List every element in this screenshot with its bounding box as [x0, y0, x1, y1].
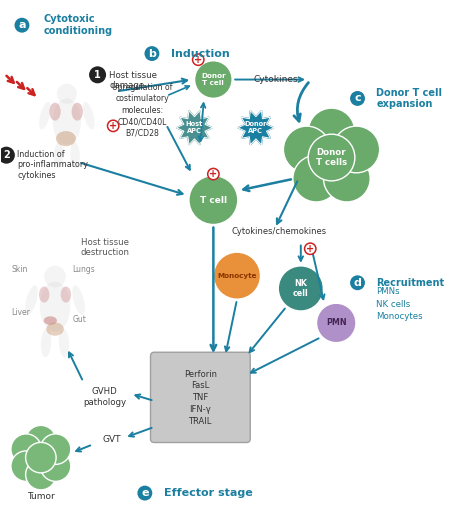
- Circle shape: [213, 252, 261, 299]
- Circle shape: [293, 155, 339, 202]
- Text: 2: 2: [3, 150, 10, 160]
- Ellipse shape: [83, 102, 95, 129]
- Circle shape: [26, 442, 56, 473]
- Text: PMNs
NK cells
Monocytes: PMNs NK cells Monocytes: [376, 287, 423, 321]
- Circle shape: [308, 108, 355, 155]
- Circle shape: [108, 120, 119, 131]
- Circle shape: [40, 434, 71, 464]
- Text: +: +: [194, 55, 202, 65]
- Text: T cell: T cell: [200, 196, 227, 204]
- Text: Host
APC: Host APC: [186, 121, 203, 134]
- Circle shape: [323, 155, 370, 202]
- Circle shape: [194, 61, 232, 98]
- Text: Donor
T cells: Donor T cells: [316, 148, 347, 167]
- Text: d: d: [354, 278, 362, 288]
- Ellipse shape: [59, 328, 69, 357]
- Text: Recruitment: Recruitment: [376, 278, 445, 288]
- Text: 1: 1: [94, 70, 101, 80]
- Circle shape: [44, 266, 66, 287]
- Text: Perforin
FasL
TNF
IFN-γ
TRAIL: Perforin FasL TNF IFN-γ TRAIL: [183, 370, 217, 426]
- Ellipse shape: [49, 103, 61, 121]
- Text: Effector stage: Effector stage: [164, 488, 253, 498]
- Text: Monocyte: Monocyte: [217, 272, 257, 279]
- Text: e: e: [141, 488, 148, 498]
- Text: +: +: [109, 121, 117, 131]
- Text: Cytokines: Cytokines: [254, 75, 298, 84]
- Ellipse shape: [39, 287, 49, 303]
- Text: Lungs: Lungs: [73, 265, 95, 275]
- Text: GVHD
pathology: GVHD pathology: [83, 388, 126, 407]
- Circle shape: [26, 459, 56, 490]
- Text: Donor
APC: Donor APC: [245, 121, 267, 134]
- Text: Host tissue
damage: Host tissue damage: [109, 71, 157, 90]
- Text: Cytotoxic
conditioning: Cytotoxic conditioning: [43, 15, 112, 36]
- Text: Liver: Liver: [11, 308, 30, 317]
- Ellipse shape: [25, 285, 38, 315]
- Ellipse shape: [72, 103, 83, 121]
- Text: Cytokines/chemokines: Cytokines/chemokines: [232, 227, 327, 236]
- Circle shape: [305, 243, 316, 254]
- Circle shape: [11, 434, 41, 464]
- Ellipse shape: [39, 102, 51, 129]
- Circle shape: [26, 425, 56, 456]
- Text: b: b: [148, 49, 156, 59]
- Ellipse shape: [53, 98, 81, 144]
- Text: +: +: [306, 244, 314, 254]
- FancyBboxPatch shape: [151, 353, 250, 442]
- Circle shape: [278, 266, 323, 311]
- Circle shape: [57, 84, 77, 104]
- Ellipse shape: [44, 316, 57, 325]
- Circle shape: [192, 54, 204, 65]
- Circle shape: [189, 176, 238, 225]
- Text: a: a: [18, 20, 26, 30]
- Text: PMN: PMN: [326, 319, 346, 327]
- Ellipse shape: [73, 285, 85, 315]
- Text: Tumor: Tumor: [27, 492, 55, 501]
- Circle shape: [308, 134, 355, 181]
- Ellipse shape: [61, 287, 71, 303]
- Ellipse shape: [70, 142, 80, 168]
- Text: +: +: [210, 169, 218, 179]
- Polygon shape: [238, 111, 274, 145]
- Text: NK
cell: NK cell: [293, 279, 309, 298]
- Text: GVT: GVT: [102, 435, 121, 444]
- Text: Induction of
pro-inflammatory
cytokines: Induction of pro-inflammatory cytokines: [17, 150, 88, 179]
- Ellipse shape: [54, 142, 64, 168]
- Circle shape: [40, 451, 71, 481]
- Text: Upregulation of
costimulatory
molecules:
CD40/CD40L
B7/CD28: Upregulation of costimulatory molecules:…: [112, 83, 173, 138]
- Polygon shape: [176, 111, 212, 145]
- Text: c: c: [354, 94, 361, 104]
- Ellipse shape: [46, 323, 64, 336]
- Text: Donor
T cell: Donor T cell: [201, 73, 226, 86]
- Ellipse shape: [40, 281, 70, 332]
- Text: Host tissue
destruction: Host tissue destruction: [80, 237, 129, 257]
- Ellipse shape: [56, 131, 76, 146]
- Circle shape: [283, 126, 330, 173]
- Circle shape: [333, 126, 380, 173]
- Circle shape: [11, 451, 41, 481]
- Ellipse shape: [41, 328, 51, 357]
- Text: Induction: Induction: [171, 49, 229, 59]
- Circle shape: [317, 303, 356, 343]
- Circle shape: [208, 168, 219, 180]
- Circle shape: [89, 66, 106, 83]
- Circle shape: [0, 146, 15, 164]
- Text: Donor T cell
expansion: Donor T cell expansion: [376, 88, 442, 109]
- Text: Gut: Gut: [73, 314, 86, 324]
- Text: Skin: Skin: [11, 265, 27, 275]
